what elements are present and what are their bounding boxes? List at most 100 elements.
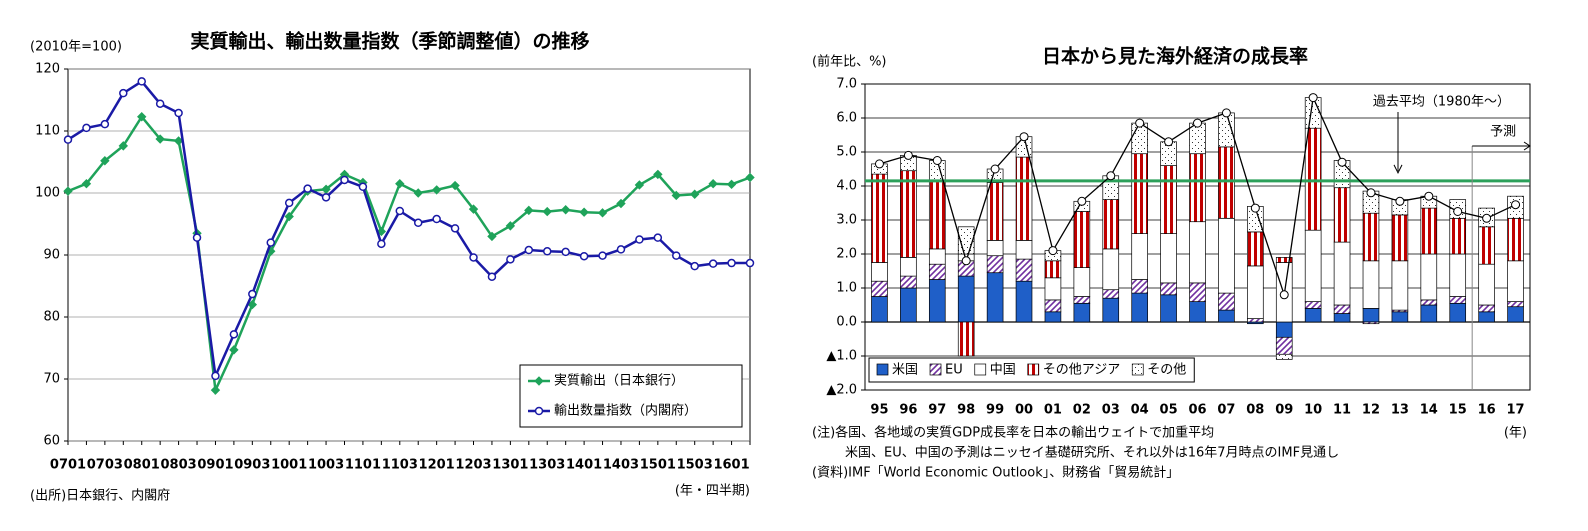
bar-segment: [1304, 97, 1322, 129]
bar-segment: [1333, 241, 1351, 306]
point: [690, 261, 699, 271]
point: [100, 156, 110, 166]
legend-label: EU: [945, 363, 963, 378]
point: [542, 247, 552, 256]
bar-segment: [1218, 292, 1235, 311]
point: [321, 193, 331, 202]
x-tick-label: 1201: [419, 458, 455, 473]
bar-segment: [928, 279, 946, 323]
point: [560, 205, 571, 215]
point: [671, 190, 681, 201]
bar-segment: [1102, 248, 1120, 291]
point: [174, 108, 183, 118]
y-tick-label: 5.0: [836, 145, 857, 160]
bar-segment: [1420, 304, 1438, 323]
bar-segment: [986, 255, 1004, 274]
point: [413, 218, 423, 228]
bar-segment: [1449, 217, 1467, 255]
y-tick-label: 70: [43, 372, 60, 387]
point: [579, 251, 589, 261]
y-tick-label: 80: [43, 310, 60, 325]
bar-segment: [1044, 260, 1062, 279]
point: [689, 189, 700, 199]
bar-segment: [1275, 336, 1293, 355]
y-unit-label: (2010年=100): [30, 40, 122, 55]
forecast-label: 予測: [1490, 125, 1516, 140]
bar-segment: [1131, 122, 1148, 155]
bar-segment: [986, 182, 1004, 241]
legend-label: その他アジア: [1043, 363, 1120, 378]
total-point: [1482, 213, 1492, 223]
x-tick-label: 08: [1246, 403, 1264, 418]
legend-label: 中国: [990, 363, 1016, 378]
bar-segment: [1015, 258, 1033, 282]
y-tick-label: 3.0: [836, 213, 857, 228]
x-tick-label: 0703: [87, 458, 123, 473]
bar-segment: [1478, 226, 1495, 265]
x-tick-label: 05: [1160, 403, 1178, 418]
bar-segment: [1131, 279, 1148, 294]
x-tick-label: 97: [928, 403, 946, 418]
x-tick-label: 16: [1478, 403, 1496, 418]
bar-segment: [1073, 267, 1091, 297]
total-point: [1106, 171, 1116, 181]
legend-box: [519, 364, 743, 428]
bar-segment: [1333, 187, 1351, 243]
x-tick-label: 0901: [197, 458, 233, 473]
point: [395, 178, 405, 189]
legend-label: 実質輸出（日本銀行）: [554, 373, 684, 389]
bar-segment: [1507, 306, 1524, 323]
point: [247, 299, 258, 310]
total-point: [990, 164, 1000, 174]
bar-segment: [1275, 257, 1293, 263]
bar-segment: [1304, 308, 1322, 323]
point: [616, 245, 626, 254]
legend-swatch: [876, 363, 889, 376]
bar-segment: [871, 173, 888, 263]
point: [505, 221, 516, 231]
bar-segment: [1420, 299, 1438, 306]
reference-arrow: [1393, 112, 1403, 175]
bar-segment: [1160, 294, 1177, 323]
bar-segment: [1449, 296, 1467, 304]
bar-segment: [900, 257, 917, 277]
legend-swatch: [1027, 363, 1040, 376]
bar-segment: [1391, 214, 1409, 262]
legend-label: 米国: [892, 363, 918, 378]
bar-segment: [986, 272, 1004, 323]
x-tick-label: 1003: [308, 458, 344, 473]
bar-segment: [928, 263, 946, 280]
total-point: [1279, 290, 1289, 300]
bar-segment: [1391, 260, 1409, 311]
x-tick-label: 11: [1333, 403, 1351, 418]
bar-segment: [1189, 301, 1206, 323]
bar-segment: [1218, 146, 1235, 219]
bar-segment: [1333, 304, 1351, 314]
chart-title: 日本から見た海外経済の成長率: [1042, 45, 1308, 68]
x-tick-label: 00: [1015, 403, 1033, 418]
point: [727, 258, 736, 268]
x-tick-label: 0903: [234, 458, 270, 473]
point: [266, 238, 276, 247]
bar-segment: [1507, 301, 1524, 308]
y-tick-label: 0.0: [836, 315, 857, 330]
reference-label: 過去平均（1980年～）: [1373, 95, 1510, 110]
y-tick-label: 1.0: [836, 281, 857, 296]
point: [598, 251, 607, 260]
y-tick-label: ▲1.0: [826, 349, 857, 364]
x-tick-label: 1601: [713, 458, 749, 473]
x-tick-label: 1001: [271, 458, 307, 473]
point: [653, 233, 663, 242]
x-tick-label: 98: [957, 403, 975, 418]
point: [358, 182, 368, 192]
x-tick-label: 1303: [529, 458, 565, 473]
total-point: [1164, 137, 1174, 147]
y-tick-label: 110: [35, 124, 60, 139]
bar-segment: [871, 280, 888, 297]
x-tick-label: 1403: [603, 458, 639, 473]
bar-segment: [1102, 297, 1120, 323]
bar-segment: [1420, 253, 1438, 301]
series-line: [67, 114, 751, 395]
bar-segment: [900, 170, 917, 258]
